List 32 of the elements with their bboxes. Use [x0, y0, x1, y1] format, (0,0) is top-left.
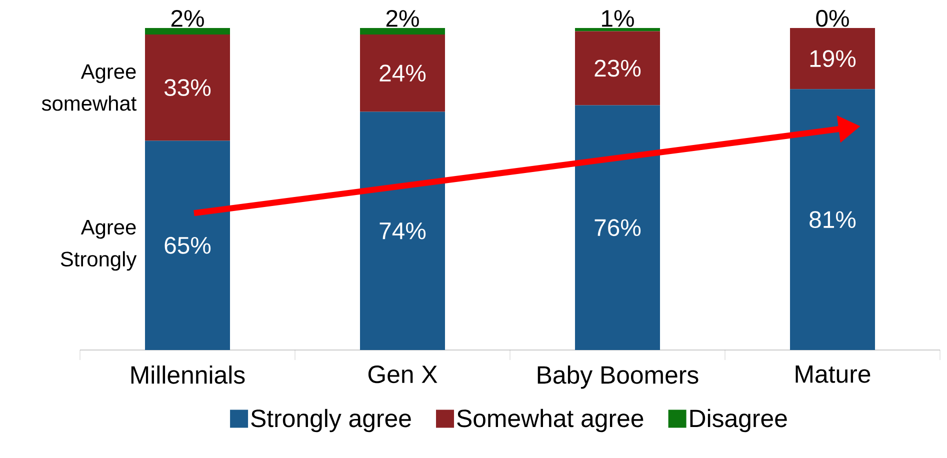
bar — [145, 140, 230, 350]
data-label: 2% — [386, 10, 419, 27]
bar — [575, 31, 660, 106]
bar — [360, 28, 446, 34]
data-label: 24% — [380, 64, 426, 82]
data-label: 19% — [810, 50, 856, 68]
data-label: 0% — [816, 10, 849, 27]
bar — [145, 34, 230, 141]
bar — [575, 28, 660, 32]
x-tick-label: Baby Boomers — [538, 366, 698, 389]
data-label: 1% — [602, 10, 634, 27]
bar — [790, 89, 876, 350]
legend-label: Somewhat agree — [457, 408, 644, 432]
bar — [360, 112, 446, 350]
data-label: 33% — [164, 79, 211, 96]
annotation: Agree Strongly — [60, 220, 137, 271]
bar — [360, 34, 446, 112]
legend-label: Disagree — [690, 408, 787, 432]
legend-label: Strongly agree — [251, 408, 411, 432]
x-tick-label: Mature — [796, 366, 870, 383]
data-label: 76% — [594, 219, 641, 236]
data-label: 2% — [171, 10, 204, 27]
annotation: Agree somewhat — [42, 64, 137, 111]
x-tick-label: Millennials — [131, 366, 245, 384]
bar — [145, 28, 230, 34]
x-tick-label: Gen X — [368, 366, 438, 384]
data-label: 65% — [164, 236, 211, 254]
bar — [790, 28, 876, 90]
data-label: 23% — [594, 60, 641, 77]
data-label: 74% — [380, 222, 426, 240]
bar — [575, 105, 660, 350]
data-label: 81% — [810, 211, 856, 228]
